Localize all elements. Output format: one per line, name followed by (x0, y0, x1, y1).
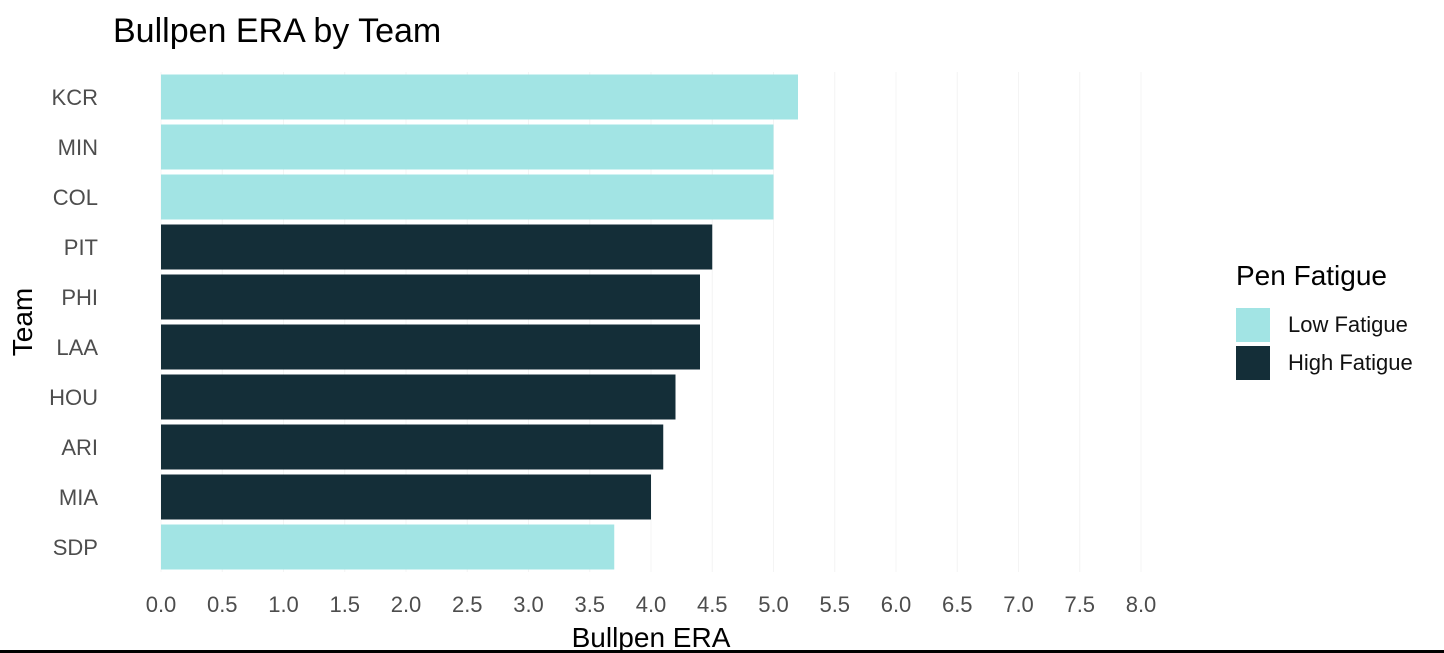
x-tick-label: 2.0 (391, 592, 422, 617)
bar (161, 324, 700, 370)
y-tick-label: PHI (61, 285, 98, 310)
legend-swatch (1236, 346, 1270, 380)
y-tick-label: KCR (52, 85, 98, 110)
x-tick-label: 5.5 (819, 592, 850, 617)
bar (161, 74, 798, 120)
legend-swatch (1236, 308, 1270, 342)
legend-items: Low Fatigue High Fatigue (1236, 306, 1413, 382)
x-tick-label: 4.5 (697, 592, 728, 617)
legend-label: Low Fatigue (1288, 312, 1408, 337)
x-tick-label: 3.5 (574, 592, 605, 617)
y-tick-label: SDP (53, 535, 98, 560)
legend-item: Low Fatigue (1236, 306, 1413, 344)
x-tick-label: 8.0 (1126, 592, 1157, 617)
x-tick-label: 3.0 (513, 592, 544, 617)
bar (161, 474, 651, 520)
y-axis-title: Team (7, 288, 38, 356)
x-tick-label: 1.0 (268, 592, 299, 617)
x-tick-label: 1.5 (329, 592, 360, 617)
y-tick-label: COL (53, 185, 98, 210)
x-tick-label: 0.0 (146, 592, 177, 617)
y-tick-label: MIN (58, 135, 98, 160)
legend-title: Pen Fatigue (1236, 260, 1387, 291)
x-tick-label: 6.0 (881, 592, 912, 617)
bottom-border (0, 650, 1444, 653)
bar (161, 124, 774, 170)
y-tick-label: ARI (61, 435, 98, 460)
bar (161, 174, 774, 220)
bar (161, 524, 615, 570)
x-tick-label: 2.5 (452, 592, 483, 617)
bar (161, 374, 676, 420)
bar (161, 274, 700, 320)
y-tick-label: MIA (59, 485, 98, 510)
x-tick-label: 7.0 (1003, 592, 1034, 617)
x-tick-label: 4.0 (636, 592, 667, 617)
y-tick-label: PIT (64, 235, 98, 260)
y-tick-label: HOU (49, 385, 98, 410)
x-tick-label: 0.5 (207, 592, 238, 617)
x-tick-label: 7.5 (1064, 592, 1095, 617)
chart-title: Bullpen ERA by Team (113, 12, 442, 50)
x-tick-label: 5.0 (758, 592, 789, 617)
bar (161, 424, 664, 470)
legend-item: High Fatigue (1236, 344, 1413, 382)
legend-label: High Fatigue (1288, 350, 1413, 375)
legend: Pen Fatigue Low Fatigue High Fatigue (1236, 260, 1413, 382)
x-axis-title: Bullpen ERA (572, 622, 731, 653)
y-tick-label: LAA (56, 335, 98, 360)
bar (161, 224, 713, 270)
x-tick-label: 6.5 (942, 592, 973, 617)
